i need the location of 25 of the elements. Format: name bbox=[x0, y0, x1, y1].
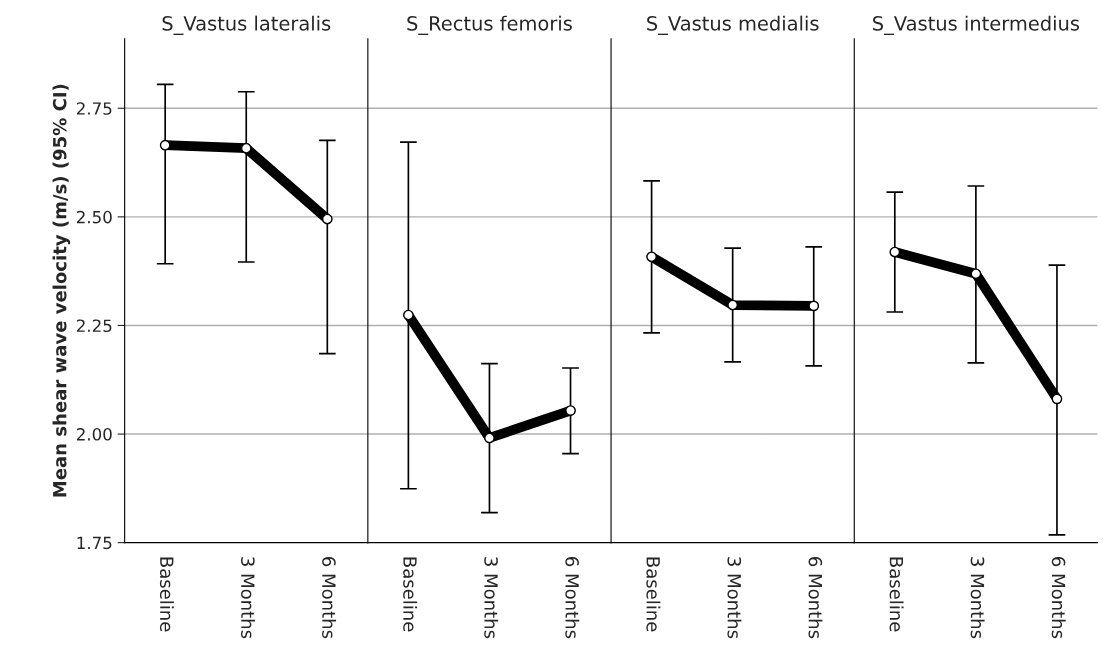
y-axis-title: Mean shear wave velocity (m/s) (95% CI) bbox=[52, 84, 71, 497]
chart-title: S_Vastus medialis bbox=[647, 15, 819, 36]
x-tick-label: 3 Months bbox=[727, 557, 742, 639]
y-tick-label: 2.25 bbox=[76, 319, 112, 333]
x-tick-label: 3 Months bbox=[970, 557, 985, 639]
chart-title: S_Vastus lateralis bbox=[162, 15, 331, 36]
x-tick-label: Baseline bbox=[403, 557, 418, 632]
y-tick-label: 1.75 bbox=[77, 536, 112, 550]
chart-title: S_Vastus intermedius bbox=[873, 15, 1080, 36]
point bbox=[240, 142, 252, 154]
x-tick-label: 3 Months bbox=[241, 557, 255, 639]
x-tick-label: 6 Months bbox=[1051, 557, 1066, 639]
x-tick-label: Baseline bbox=[889, 557, 904, 632]
x-tick-label: Baseline bbox=[646, 557, 661, 632]
x-tick-label: 6 Months bbox=[322, 557, 337, 639]
x-tick-label: 6 Months bbox=[808, 557, 823, 639]
point bbox=[159, 139, 171, 151]
point bbox=[321, 213, 333, 225]
y-tick-label: 2.00 bbox=[76, 428, 112, 441]
y-tick-label: 2.75 bbox=[76, 102, 112, 115]
x-tick-label: 3 Months bbox=[484, 557, 499, 639]
x-tick-label: Baseline bbox=[159, 557, 174, 632]
chart-title: S_Rectus femoris bbox=[407, 15, 572, 36]
x-tick-label: 6 Months bbox=[565, 557, 580, 639]
y-tick-label: 2.50 bbox=[76, 210, 112, 224]
